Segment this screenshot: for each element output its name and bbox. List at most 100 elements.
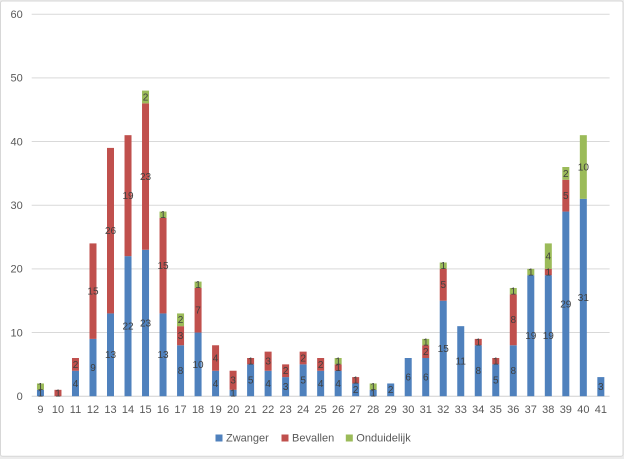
svg-text:23: 23 [280,404,292,416]
svg-text:18: 18 [192,404,204,416]
svg-text:10: 10 [52,404,64,416]
svg-text:14: 14 [122,404,134,416]
svg-text:4: 4 [213,379,219,390]
svg-text:2: 2 [73,360,79,371]
svg-text:1: 1 [248,357,254,368]
svg-text:1: 1 [230,388,236,399]
svg-text:3: 3 [598,382,604,393]
svg-text:50: 50 [11,73,23,85]
svg-text:19: 19 [122,191,134,202]
svg-text:Onduidelijk: Onduidelijk [356,432,411,444]
svg-text:23: 23 [140,172,152,183]
svg-text:10: 10 [578,162,590,173]
svg-text:8: 8 [510,315,516,326]
svg-text:1: 1 [335,363,341,374]
svg-text:31: 31 [420,404,432,416]
svg-text:22: 22 [262,404,274,416]
svg-text:11: 11 [70,404,81,416]
svg-text:38: 38 [542,404,554,416]
svg-text:2: 2 [143,92,149,103]
svg-text:35: 35 [490,404,502,416]
svg-text:19: 19 [209,404,221,416]
svg-text:34: 34 [472,404,484,416]
svg-text:13: 13 [105,350,117,361]
svg-text:5: 5 [563,191,569,202]
svg-text:2: 2 [318,360,324,371]
svg-text:10: 10 [11,327,23,339]
svg-text:19: 19 [543,331,555,342]
svg-text:7: 7 [195,306,201,317]
svg-text:41: 41 [595,404,607,416]
svg-text:0: 0 [17,391,23,403]
svg-text:15: 15 [157,261,169,272]
svg-text:28: 28 [367,404,379,416]
svg-text:3: 3 [265,357,271,368]
svg-text:4: 4 [335,379,341,390]
svg-text:1: 1 [370,382,376,393]
svg-text:27: 27 [350,404,362,416]
svg-text:1: 1 [510,287,516,298]
svg-text:5: 5 [248,376,254,387]
svg-text:6: 6 [405,373,411,384]
svg-text:21: 21 [244,404,256,416]
svg-text:25: 25 [315,404,327,416]
svg-text:1: 1 [55,388,61,399]
svg-text:26: 26 [332,404,344,416]
svg-text:19: 19 [525,331,537,342]
svg-text:24: 24 [297,404,309,416]
svg-text:31: 31 [578,293,590,304]
svg-text:15: 15 [87,287,99,298]
svg-text:8: 8 [178,366,184,377]
svg-text:33: 33 [455,404,467,416]
svg-text:4: 4 [213,353,219,364]
svg-text:16: 16 [157,404,169,416]
svg-text:2: 2 [178,315,184,326]
svg-text:5: 5 [440,280,446,291]
svg-text:15: 15 [438,344,450,355]
svg-text:30: 30 [402,404,414,416]
svg-text:9: 9 [90,363,96,374]
svg-text:32: 32 [437,404,449,416]
svg-text:23: 23 [140,318,152,329]
svg-text:1: 1 [493,357,499,368]
svg-text:12: 12 [87,404,99,416]
svg-text:3: 3 [283,382,289,393]
svg-text:13: 13 [104,404,116,416]
svg-text:30: 30 [11,200,23,212]
svg-text:1: 1 [38,382,44,393]
svg-text:17: 17 [174,404,186,416]
svg-text:36: 36 [507,404,519,416]
svg-text:39: 39 [560,404,572,416]
svg-text:37: 37 [525,404,537,416]
svg-text:22: 22 [122,322,134,333]
svg-text:26: 26 [105,226,117,237]
svg-text:Bevallen: Bevallen [292,432,334,444]
svg-text:1: 1 [475,337,481,348]
svg-text:9: 9 [37,404,43,416]
svg-text:1: 1 [440,261,446,272]
svg-text:29: 29 [560,299,572,310]
svg-text:4: 4 [265,379,271,390]
svg-text:3: 3 [178,331,184,342]
svg-text:1: 1 [335,357,341,368]
svg-text:Zwanger: Zwanger [226,432,269,444]
svg-text:2: 2 [353,385,359,396]
svg-text:1: 1 [370,388,376,399]
svg-text:20: 20 [227,404,239,416]
svg-text:20: 20 [11,264,23,276]
svg-text:4: 4 [546,252,552,263]
svg-text:1: 1 [38,388,44,399]
svg-text:1: 1 [353,376,359,387]
svg-text:4: 4 [318,379,324,390]
svg-text:1: 1 [195,280,201,291]
svg-text:8: 8 [475,366,481,377]
svg-text:1: 1 [160,210,166,221]
svg-text:5: 5 [493,376,499,387]
svg-text:11: 11 [456,357,467,368]
svg-text:40: 40 [577,404,589,416]
svg-text:2: 2 [563,169,569,180]
svg-text:6: 6 [423,373,429,384]
svg-text:29: 29 [385,404,397,416]
svg-text:1: 1 [423,337,429,348]
svg-text:60: 60 [11,9,23,21]
